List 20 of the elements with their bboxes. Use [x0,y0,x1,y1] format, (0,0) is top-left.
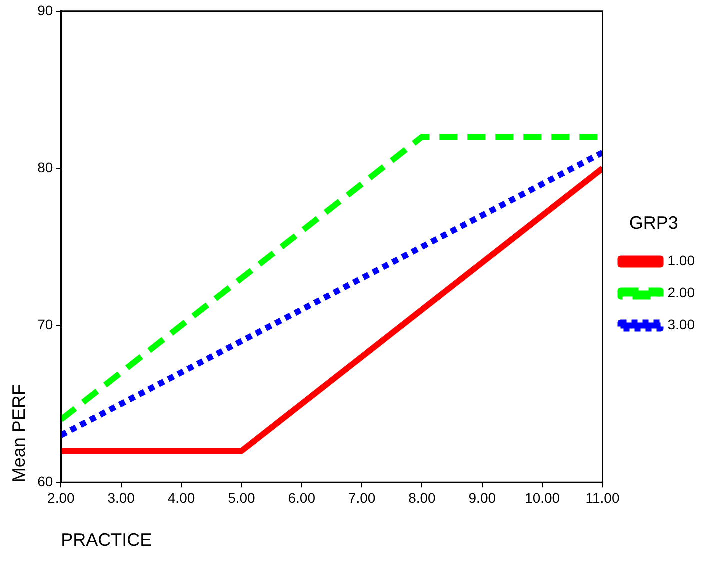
y-axis-title: Mean PERF [8,384,29,483]
y-tick-label: 60 [38,473,54,490]
x-tick-label: 7.00 [348,490,376,506]
legend-label: 3.00 [668,316,696,333]
y-tick-label: 90 [38,2,54,18]
x-tick-label: 2.00 [48,490,76,506]
x-tick-label: 5.00 [228,490,256,506]
x-tick-label: 9.00 [468,490,496,506]
x-tick-label: 10.00 [525,490,560,506]
x-tick-label: 4.00 [168,490,196,506]
y-tick-label: 80 [38,159,54,176]
x-tick-label: 11.00 [586,490,620,506]
legend-label: 1.00 [668,252,696,269]
legend-title: GRP3 [629,213,678,234]
x-tick-label: 8.00 [408,490,436,506]
x-tick-label: 6.00 [288,490,316,506]
legend-label: 2.00 [668,284,696,301]
x-axis-title: PRACTICE [61,530,152,550]
x-tick-label: 3.00 [108,490,136,506]
y-tick-label: 70 [38,316,54,332]
